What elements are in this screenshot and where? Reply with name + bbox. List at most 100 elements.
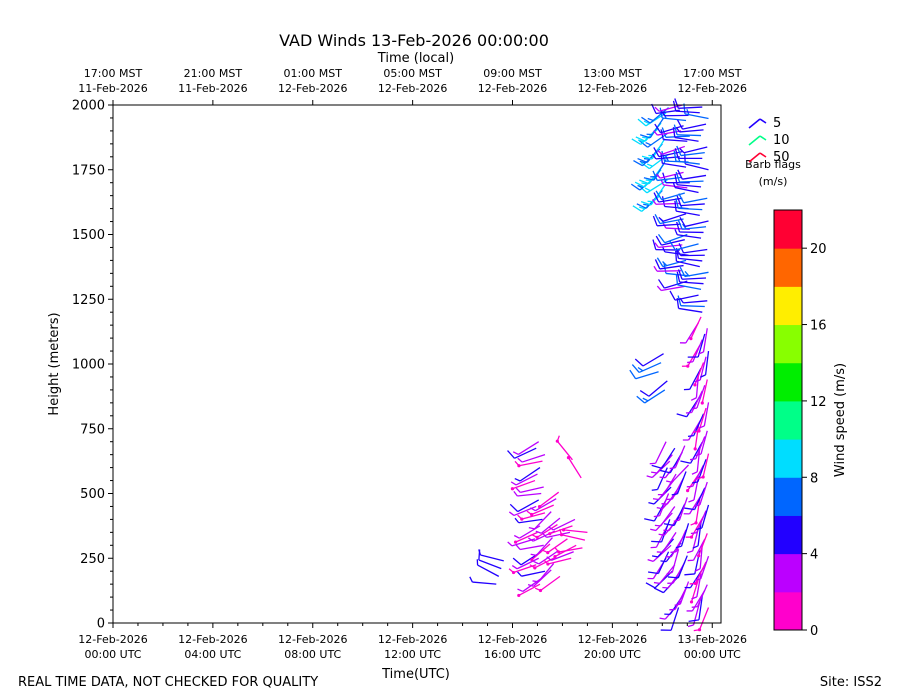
barb-feather [653,130,658,136]
wind-barb [515,544,544,551]
barb-shaft [546,531,571,538]
colorbar-segment [774,439,802,478]
barb-calm-dot [510,487,515,491]
barb-feather [662,261,668,267]
barb-feather [676,413,687,418]
wind-barb [683,367,702,391]
barb-feather [517,588,524,593]
barb-feather [687,361,693,364]
barb-feather [656,506,663,510]
barb-feather [637,118,647,127]
wind-barb [656,285,685,292]
wind-barb [654,506,676,527]
barb-calm-dot [559,533,564,537]
top-tick-label-date: 12-Feb-2026 [678,82,747,95]
colorbar-tick-label: 12 [810,395,827,410]
barb-feather [639,389,650,397]
x-tick-label-time: 16:00 UTC [484,648,541,661]
top-tick-label-time: 13:00 MST [583,67,642,80]
top-tick-label-time: 17:00 MST [683,67,742,80]
barb-feather [676,145,682,156]
colorbar-segment [774,553,802,593]
barb-legend-title-line1: Barb flags [745,158,801,171]
barb-feather [653,581,660,585]
barb-shaft [673,503,686,526]
barb-shaft [658,493,670,516]
barb-shaft [698,595,703,620]
wind-barb [653,493,670,518]
barb-shaft [675,529,687,552]
barb-shaft [661,285,685,292]
barb-legend-title-line2: (m/s) [759,175,788,188]
wind-barb [631,362,662,374]
plot-axes: 0 250 500 750 1000 1250 1500 1750 2000 12-Feb-202… [72,67,747,661]
barb-feather [667,576,679,579]
barb-shaft [558,547,583,553]
barb-shaft [680,152,705,157]
barb-shaft [701,504,710,529]
colorbar-tick-label: 20 [810,242,827,257]
wind-barb [676,271,704,285]
top-tick-label-time: 17:00 MST [84,67,143,80]
wind-barb [676,145,705,157]
wind-barb [531,524,558,539]
wind-barb [645,570,673,589]
x-tick-label-date: 12-Feb-2026 [478,633,547,646]
barb-feather [533,560,540,565]
barb-feather [641,182,648,185]
wind-barb [636,190,663,209]
barb-shaft [533,569,552,587]
barb-shaft [654,570,673,589]
barb-feather [676,119,684,130]
barb-feather [652,199,657,205]
barb-feather [674,603,681,606]
barb-calm-dot [553,554,557,559]
barb-feather [690,532,697,535]
barb-shaft [658,150,683,158]
barb-legend-entry: 5 [748,116,781,131]
wind-barb [700,379,708,405]
barb-feather [682,223,687,230]
barb-feather [674,229,678,236]
wind-barb [697,328,708,355]
barb-feather [530,507,536,512]
wind-barb [629,369,659,380]
barb-feather [653,192,660,203]
barb-shaft [682,277,707,280]
barb-shaft [675,160,700,165]
x-tick-label-date: 12-Feb-2026 [78,633,147,646]
barb-feather [532,580,539,583]
wind-barb [677,219,707,230]
barb-feather [678,193,685,204]
barb-shaft [551,551,574,561]
barb-feather [642,136,649,139]
barb-feather [679,217,686,227]
barb-feather [661,127,667,138]
barb-shaft [518,441,540,455]
barb-shaft [659,264,684,270]
wind-barb [647,551,670,575]
wind-barb [655,190,685,201]
barb-feather [687,435,694,438]
wind-barb [674,174,702,188]
barb-feather [642,397,649,402]
barb-feather [636,395,646,404]
barb-legend-entry: 10 [748,133,790,148]
plot-frame [112,104,722,624]
wind-barb [677,269,707,280]
wind-barb [675,171,704,183]
barb-feather [638,206,645,210]
colorbar-segment [774,210,802,249]
barb-feather [674,148,679,159]
barb-shaft [690,316,702,339]
barb-feather [527,584,534,587]
barb-feather [673,150,677,162]
colorbar-segment [774,400,802,440]
barb-feather [679,266,686,277]
barb-shaft [698,607,710,630]
barb-shaft [547,538,568,554]
barb-shaft [683,146,708,154]
barb-feather [512,557,522,566]
top-tick-label-date: 12-Feb-2026 [578,82,647,95]
barb-legend-label: 50 [773,150,790,165]
